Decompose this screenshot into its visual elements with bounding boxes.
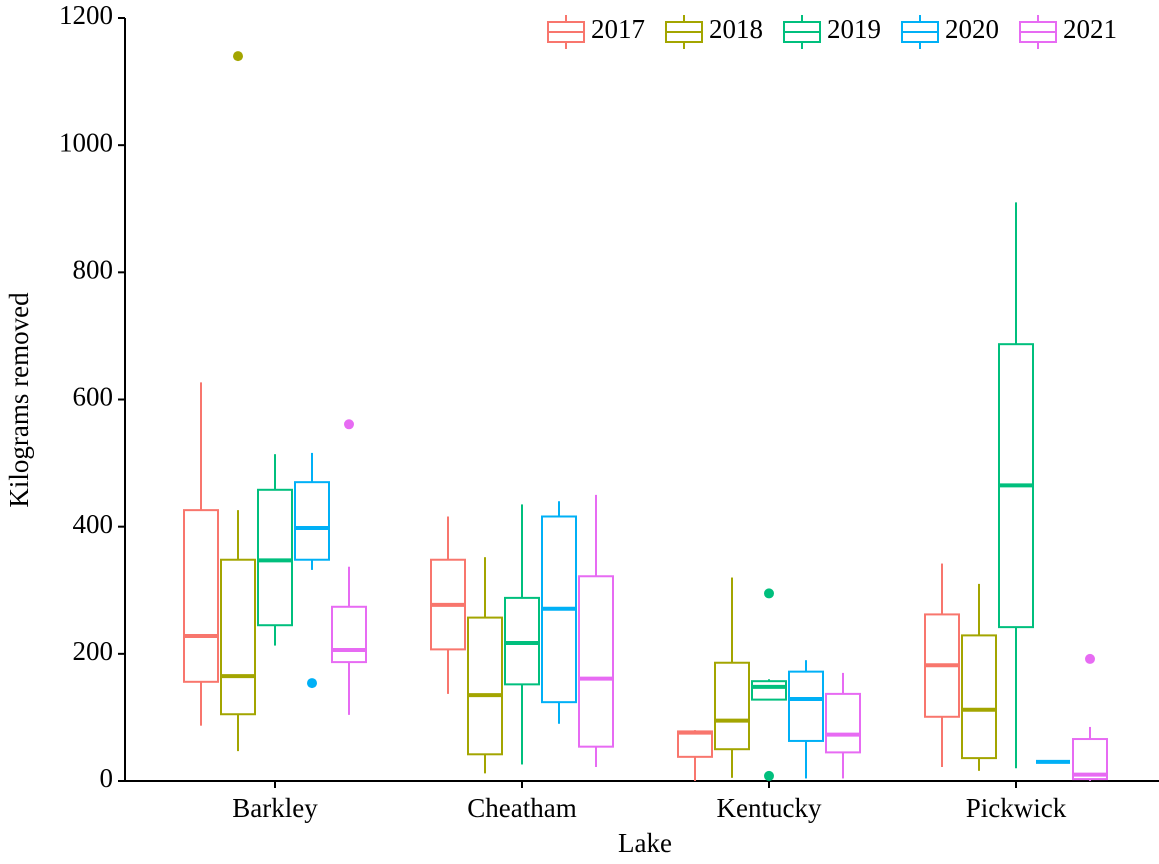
box	[294, 481, 330, 561]
box	[578, 575, 614, 748]
y-tick-label: 400	[73, 509, 114, 539]
y-tick-label: 200	[73, 636, 114, 666]
y-tick-label: 1000	[59, 127, 113, 157]
box	[467, 616, 503, 756]
legend-label: 2019	[827, 14, 881, 44]
box	[961, 634, 997, 760]
box	[220, 558, 256, 716]
x-tick-label: Barkley	[232, 793, 318, 823]
y-tick-label: 800	[73, 255, 114, 285]
outlier	[307, 678, 317, 689]
x-tick-label: Pickwick	[966, 793, 1067, 823]
outlier	[764, 588, 774, 599]
legend-label: 2020	[945, 14, 999, 44]
box	[257, 488, 293, 627]
box	[788, 670, 824, 742]
legend-label: 2021	[1063, 14, 1117, 44]
legend-label: 2018	[709, 14, 763, 44]
box	[714, 661, 750, 751]
x-tick-label: Cheatham	[467, 793, 576, 823]
outlier	[233, 51, 243, 62]
outlier	[344, 419, 354, 430]
box	[183, 509, 219, 683]
outlier	[764, 770, 774, 781]
x-axis-label: Lake	[618, 828, 672, 858]
x-tick-label: Kentucky	[717, 793, 822, 823]
y-axis-label: Kilograms removed	[4, 292, 34, 508]
y-tick-label: 600	[73, 382, 114, 412]
box	[825, 692, 861, 754]
box	[1072, 738, 1108, 781]
box	[677, 730, 713, 758]
y-tick-label: 0	[100, 763, 114, 793]
legend-label: 2017	[591, 14, 645, 44]
y-tick-label: 1200	[59, 0, 113, 30]
box	[331, 605, 367, 664]
box	[751, 680, 787, 701]
outlier	[1085, 653, 1095, 664]
